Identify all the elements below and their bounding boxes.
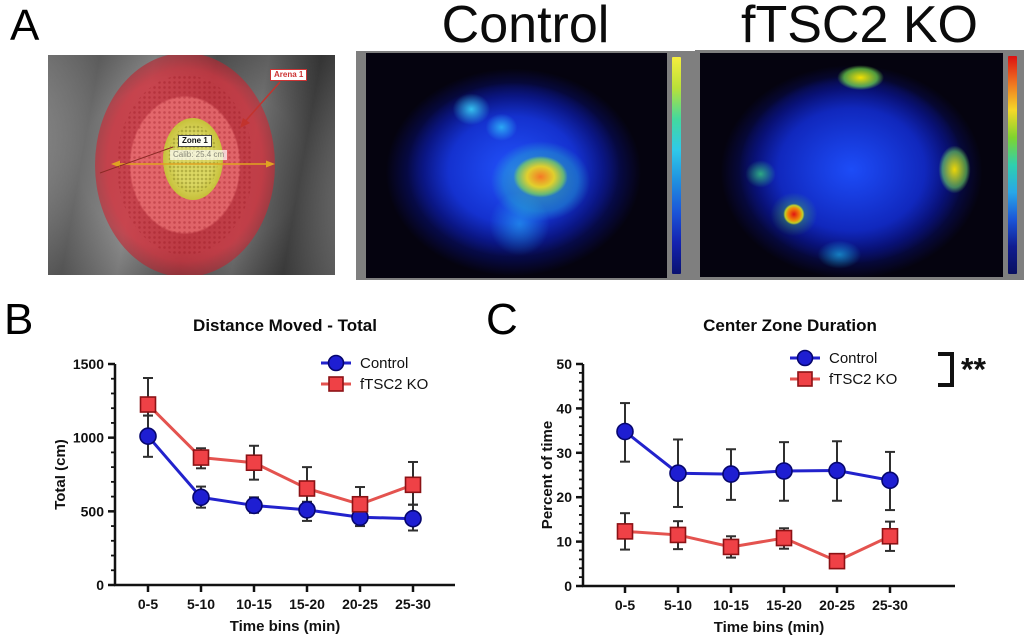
- svg-text:15-20: 15-20: [289, 596, 325, 612]
- svg-text:30: 30: [556, 445, 572, 461]
- control-heatmap-frame: [356, 51, 695, 280]
- control-heatmap-title: Control: [441, 0, 610, 54]
- svg-text:0-5: 0-5: [138, 596, 158, 612]
- svg-text:20-25: 20-25: [342, 596, 378, 612]
- chart-b-title: Distance Moved - Total: [193, 316, 377, 335]
- svg-text:**: **: [961, 352, 986, 388]
- chart-c-title: Center Zone Duration: [703, 316, 877, 335]
- svg-text:20: 20: [556, 489, 572, 505]
- control-heatmap-blobs: [366, 53, 667, 278]
- svg-text:1000: 1000: [73, 430, 104, 446]
- calibration-label: Calib: 25.4 cm: [170, 150, 228, 160]
- svg-text:Time bins (min): Time bins (min): [714, 619, 825, 636]
- panel-a-letter: A: [10, 1, 40, 50]
- photo-vignette: [48, 55, 335, 275]
- svg-text:10-15: 10-15: [236, 596, 272, 612]
- arena-label: Arena 1: [270, 69, 308, 81]
- ko-heatmap: [700, 53, 1003, 277]
- svg-text:20-25: 20-25: [819, 597, 855, 613]
- svg-text:0: 0: [564, 578, 572, 594]
- svg-text:10: 10: [556, 534, 572, 550]
- control-colorbar: [672, 57, 681, 274]
- center-zone-chart: 0 10 20 30 40 50 0-5 5-10 10-15 15-20 20-25 25-30 Ti…: [540, 349, 986, 636]
- svg-text:Percent of time: Percent of time: [540, 421, 556, 529]
- ko-heatmap-blobs: [700, 53, 1003, 277]
- svg-text:25-30: 25-30: [395, 596, 431, 612]
- distance-moved-chart: 0 500 1000 1500 0-5 5-10 10-15 15-20 20-25 25-30 T…: [55, 354, 455, 635]
- svg-text:1500: 1500: [73, 356, 104, 372]
- svg-text:10-15: 10-15: [713, 597, 749, 613]
- svg-text:0: 0: [96, 577, 104, 593]
- svg-text:50: 50: [556, 356, 572, 372]
- svg-text:Control: Control: [360, 355, 408, 372]
- svg-text:Time bins (min): Time bins (min): [230, 618, 341, 635]
- arena-photo: Zone 1 Calib: 25.4 cm Arena 1: [48, 55, 335, 275]
- svg-text:5-10: 5-10: [187, 596, 215, 612]
- control-heatmap: [366, 53, 667, 278]
- svg-text:0-5: 0-5: [615, 597, 635, 613]
- ko-heatmap-title: fTSC2 KO: [741, 0, 978, 54]
- ko-colorbar: [1008, 56, 1017, 274]
- svg-text:Total (cm): Total (cm): [55, 439, 69, 510]
- svg-text:fTSC2 KO: fTSC2 KO: [360, 376, 428, 393]
- svg-text:15-20: 15-20: [766, 597, 802, 613]
- zone-label: Zone 1: [178, 135, 212, 147]
- panel-b-letter: B: [4, 295, 34, 344]
- svg-text:5-10: 5-10: [664, 597, 692, 613]
- svg-text:500: 500: [81, 503, 105, 519]
- svg-text:25-30: 25-30: [872, 597, 908, 613]
- svg-text:Control: Control: [829, 350, 877, 367]
- svg-text:40: 40: [556, 400, 572, 416]
- ko-heatmap-frame: [695, 50, 1024, 280]
- panel-c-letter: C: [486, 295, 518, 344]
- svg-text:fTSC2 KO: fTSC2 KO: [829, 371, 897, 388]
